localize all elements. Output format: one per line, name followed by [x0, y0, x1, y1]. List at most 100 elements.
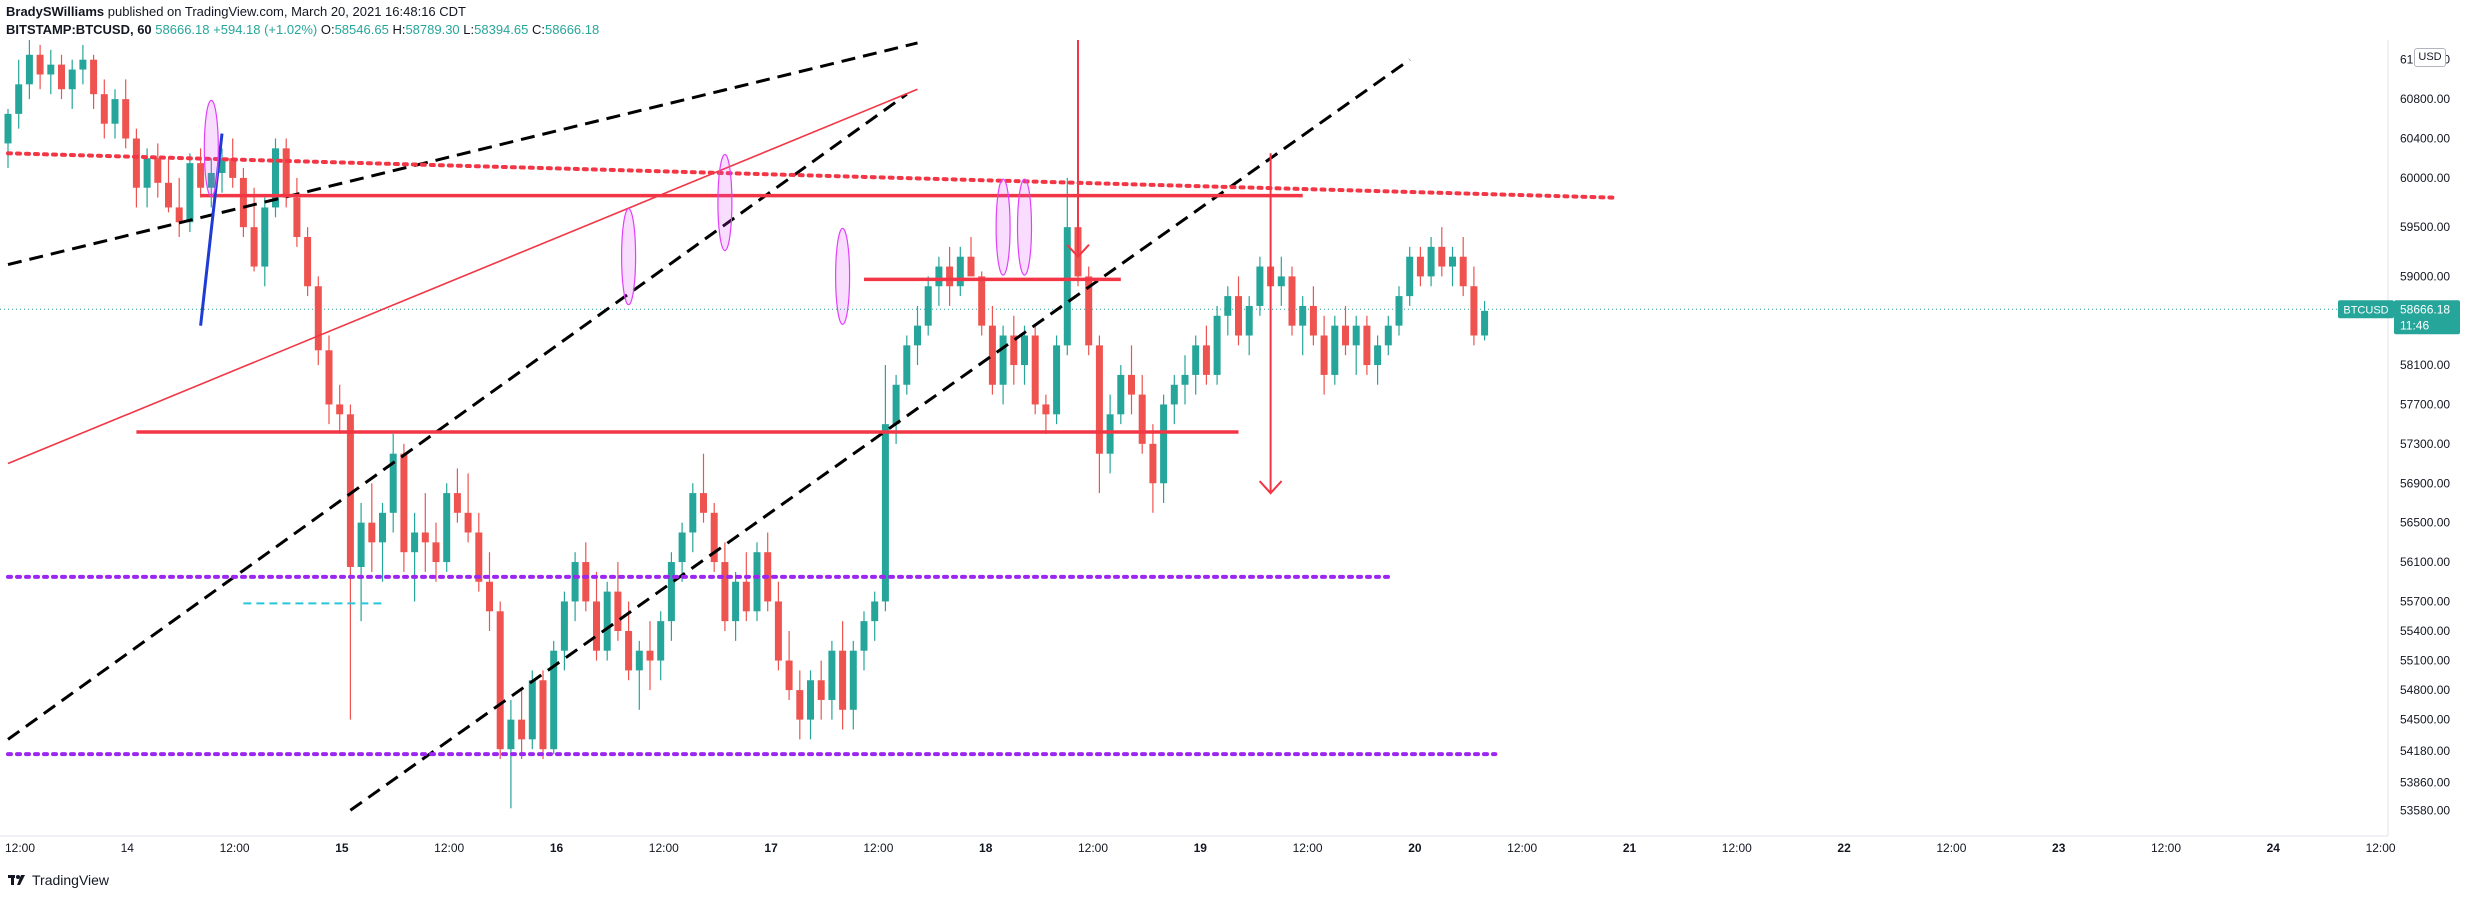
candle-body	[1181, 374, 1189, 385]
candle-body	[582, 562, 590, 602]
candle-body	[1438, 246, 1446, 267]
candle-body	[47, 64, 55, 75]
price-tick-label: 54500.00	[2400, 713, 2450, 727]
candle-body	[1459, 256, 1467, 287]
time-tick-label: 18	[979, 841, 993, 855]
time-tick-label: 12:00	[1936, 841, 1966, 855]
candle	[379, 502, 386, 582]
candle	[1352, 315, 1360, 375]
candle	[368, 483, 376, 572]
candle-body	[379, 512, 386, 543]
low-label: L:	[463, 22, 475, 37]
candle-body	[325, 350, 333, 405]
candle	[336, 384, 344, 434]
candle-body	[742, 581, 750, 612]
price-change: +594.18 (+1.02%)	[213, 22, 318, 37]
candle-body	[111, 99, 119, 124]
candle-body	[496, 611, 504, 750]
candle-body	[903, 345, 911, 385]
candle-body	[796, 690, 804, 720]
candle-body	[272, 148, 279, 208]
symbol-label[interactable]: BITSTAMP:BTCUSD, 60	[6, 22, 152, 37]
price-tick-label: 60800.00	[2400, 92, 2450, 106]
candle	[421, 493, 429, 572]
candle-body	[25, 54, 33, 85]
candle	[881, 365, 889, 612]
candle-body	[1277, 276, 1285, 287]
candle-body	[1117, 374, 1125, 415]
candle	[956, 246, 964, 297]
candle-body	[475, 532, 483, 582]
candle-body	[90, 59, 98, 95]
tradingview-wordmark: TradingView	[32, 872, 110, 888]
time-axis[interactable]: 12:00 14 12:00 15 12:00 16 12:00 17 12:00 18 12:00…	[0, 835, 2396, 855]
candle-body	[614, 591, 622, 631]
candle	[667, 552, 675, 641]
candle-body	[1170, 384, 1178, 405]
candle-body	[132, 138, 140, 188]
candle-body	[1085, 276, 1093, 346]
candle	[635, 640, 643, 710]
candle	[1149, 424, 1157, 513]
candle	[1095, 335, 1103, 494]
candle	[528, 670, 536, 750]
time-tick-label: 20	[1408, 841, 1422, 855]
candle-body	[346, 414, 354, 567]
drawings-overlay	[6, 40, 1615, 812]
candle	[1170, 374, 1178, 425]
time-tick-label: 14	[121, 841, 135, 855]
candle-body	[635, 650, 643, 671]
time-tick-label: 22	[1837, 841, 1851, 855]
price-axis[interactable]: 61200.0060800.0060400.0060000.0059500.00…	[2338, 40, 2460, 836]
candle-body	[229, 158, 237, 178]
low-value: 58394.65	[474, 22, 529, 37]
candle-body	[400, 453, 408, 553]
candle	[411, 512, 419, 602]
candle-body	[443, 493, 451, 563]
candle-body	[186, 163, 194, 223]
candle	[79, 44, 87, 85]
candle-body	[625, 631, 633, 671]
time-tick-label: 12:00	[863, 841, 893, 855]
candle-body	[881, 424, 889, 602]
candle-body	[1245, 305, 1253, 336]
candle	[1256, 256, 1264, 316]
candle	[678, 522, 686, 582]
candle	[1021, 325, 1028, 385]
candle-body	[507, 719, 515, 750]
candle	[614, 562, 622, 641]
candle	[1427, 237, 1435, 287]
candle	[999, 325, 1007, 405]
candle-body	[1095, 345, 1103, 454]
high-label: H:	[392, 22, 406, 37]
candle-body	[1470, 286, 1478, 336]
candle	[464, 473, 472, 543]
candle	[967, 237, 975, 277]
candle-body	[1342, 325, 1349, 346]
tradingview-logo[interactable]: TradingView	[8, 872, 109, 888]
time-tick-label: 12:00	[1293, 841, 1323, 855]
author-name[interactable]: BradySWilliams	[6, 4, 105, 19]
candle-body	[710, 512, 718, 563]
candle-body	[1416, 256, 1424, 277]
time-tick-label: 23	[2052, 841, 2066, 855]
candle-body	[1160, 404, 1168, 484]
candle-body	[657, 621, 665, 661]
candle	[4, 108, 12, 169]
open-label: O:	[320, 22, 335, 37]
candle-body	[774, 601, 782, 661]
highlight-ellipse	[717, 153, 733, 252]
candle-body	[464, 512, 472, 533]
candle	[700, 453, 707, 523]
candle-body	[1021, 335, 1028, 366]
candle-body	[1053, 345, 1061, 415]
candle	[646, 621, 654, 691]
candle-body	[946, 266, 954, 287]
candle	[935, 256, 943, 306]
candle-body	[218, 158, 226, 173]
price-tick-label: 57300.00	[2400, 437, 2450, 451]
candle	[539, 670, 547, 760]
currency-button[interactable]: USD	[2414, 48, 2446, 67]
candle	[443, 483, 451, 572]
